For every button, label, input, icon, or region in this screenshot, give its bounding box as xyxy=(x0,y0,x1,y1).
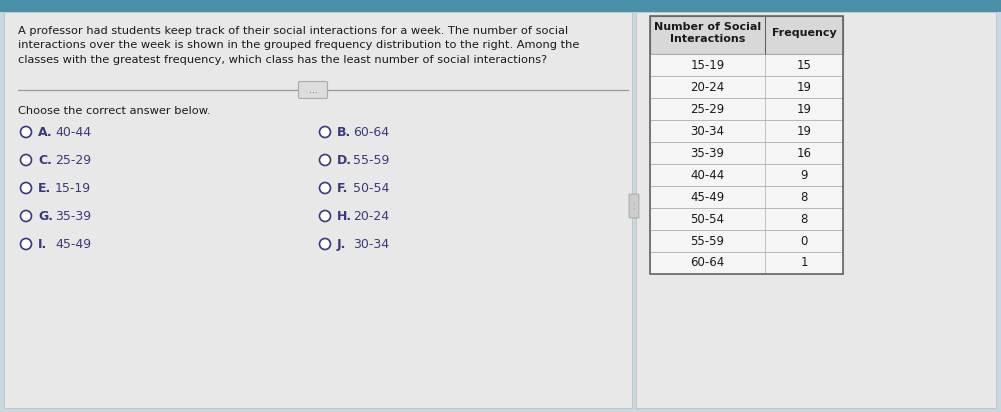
Circle shape xyxy=(319,239,330,250)
Text: 45-49: 45-49 xyxy=(55,237,91,250)
Circle shape xyxy=(319,183,330,194)
Circle shape xyxy=(20,126,31,138)
FancyBboxPatch shape xyxy=(636,12,996,408)
Text: 50-54: 50-54 xyxy=(691,213,725,225)
FancyBboxPatch shape xyxy=(650,76,843,98)
Text: A.: A. xyxy=(38,126,53,138)
Text: H.: H. xyxy=(337,209,352,222)
Text: 15-19: 15-19 xyxy=(691,59,725,72)
Circle shape xyxy=(319,211,330,222)
FancyBboxPatch shape xyxy=(650,186,843,208)
Text: A professor had students keep track of their social interactions for a week. The: A professor had students keep track of t… xyxy=(18,26,580,65)
Text: 19: 19 xyxy=(797,103,812,115)
Text: 60-64: 60-64 xyxy=(691,257,725,269)
Text: 19: 19 xyxy=(797,124,812,138)
FancyBboxPatch shape xyxy=(629,194,639,218)
Text: 50-54: 50-54 xyxy=(353,182,389,194)
Text: G.: G. xyxy=(38,209,53,222)
FancyBboxPatch shape xyxy=(650,54,843,76)
Text: 40-44: 40-44 xyxy=(55,126,91,138)
Circle shape xyxy=(20,239,31,250)
Text: 25-29: 25-29 xyxy=(691,103,725,115)
Text: D.: D. xyxy=(337,154,352,166)
Text: F.: F. xyxy=(337,182,348,194)
Text: 0: 0 xyxy=(801,234,808,248)
Text: 8: 8 xyxy=(801,213,808,225)
FancyBboxPatch shape xyxy=(650,252,843,274)
Text: Choose the correct answer below.: Choose the correct answer below. xyxy=(18,106,210,116)
Text: 55-59: 55-59 xyxy=(691,234,725,248)
Text: 16: 16 xyxy=(797,147,812,159)
Circle shape xyxy=(20,154,31,166)
Text: B.: B. xyxy=(337,126,351,138)
Text: Number of Social
Interactions: Number of Social Interactions xyxy=(654,22,761,44)
Text: 19: 19 xyxy=(797,80,812,94)
FancyBboxPatch shape xyxy=(650,120,843,142)
FancyBboxPatch shape xyxy=(650,208,843,230)
Circle shape xyxy=(319,154,330,166)
Text: 30-34: 30-34 xyxy=(353,237,389,250)
Text: 1: 1 xyxy=(800,257,808,269)
Circle shape xyxy=(20,211,31,222)
FancyBboxPatch shape xyxy=(4,12,632,408)
Text: 15-19: 15-19 xyxy=(55,182,91,194)
FancyBboxPatch shape xyxy=(0,0,1001,12)
Text: Frequency: Frequency xyxy=(772,28,837,38)
Text: 60-64: 60-64 xyxy=(353,126,389,138)
Text: 40-44: 40-44 xyxy=(691,169,725,182)
Text: 55-59: 55-59 xyxy=(353,154,389,166)
Text: 45-49: 45-49 xyxy=(691,190,725,204)
FancyBboxPatch shape xyxy=(650,230,843,252)
Text: 9: 9 xyxy=(800,169,808,182)
Text: 25-29: 25-29 xyxy=(55,154,91,166)
FancyBboxPatch shape xyxy=(650,16,843,54)
Text: 35-39: 35-39 xyxy=(691,147,725,159)
Circle shape xyxy=(20,183,31,194)
Text: 30-34: 30-34 xyxy=(691,124,725,138)
FancyBboxPatch shape xyxy=(650,164,843,186)
Text: I.: I. xyxy=(38,237,47,250)
Text: ...: ... xyxy=(308,86,317,94)
Text: 35-39: 35-39 xyxy=(55,209,91,222)
Text: J.: J. xyxy=(337,237,346,250)
FancyBboxPatch shape xyxy=(650,142,843,164)
FancyBboxPatch shape xyxy=(298,82,327,98)
Text: 15: 15 xyxy=(797,59,812,72)
FancyBboxPatch shape xyxy=(650,98,843,120)
Circle shape xyxy=(319,126,330,138)
Text: 20-24: 20-24 xyxy=(353,209,389,222)
Text: 20-24: 20-24 xyxy=(691,80,725,94)
Text: :: : xyxy=(633,201,636,211)
Text: 8: 8 xyxy=(801,190,808,204)
Text: E.: E. xyxy=(38,182,51,194)
Text: C.: C. xyxy=(38,154,52,166)
